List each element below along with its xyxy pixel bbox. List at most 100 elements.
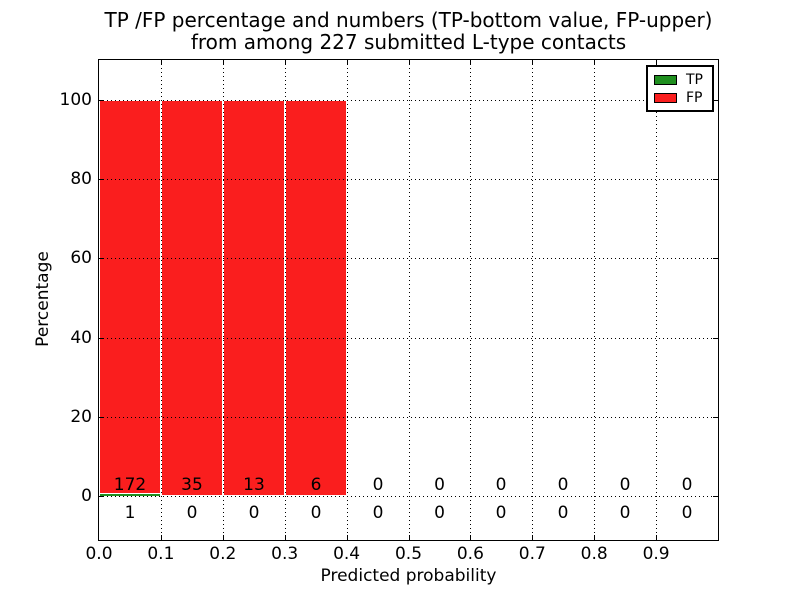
x-tick-label-0.8: 0.8 (580, 544, 608, 564)
fp-count-label: 35 (181, 475, 203, 495)
y-tick-label-0: 0 (81, 486, 92, 507)
fp-count-label: 0 (495, 475, 507, 495)
x-tick-top (532, 60, 533, 65)
fp-count-label: 0 (372, 475, 384, 495)
gridline-y-40 (99, 338, 718, 339)
x-tick-top (285, 60, 286, 65)
y-tick-left (99, 338, 104, 339)
y-tick-right (713, 100, 718, 101)
chart-title-line2: from among 227 submitted L-type contacts (190, 30, 627, 54)
x-tick-bottom (656, 535, 657, 540)
x-tick-bottom (594, 535, 595, 540)
gridline-y-100 (99, 100, 718, 101)
x-tick-label-0.9: 0.9 (642, 544, 670, 564)
y-tick-right (713, 179, 718, 180)
x-tick-top (470, 60, 471, 65)
chart-title: TP /FP percentage and numbers (TP-bottom… (99, 9, 718, 53)
gridline-x-0.3 (285, 60, 286, 540)
tp-count-label: 0 (557, 503, 569, 523)
gridline-y-80 (99, 179, 718, 180)
y-tick-right (713, 338, 718, 339)
legend-item-fp: FP (654, 91, 712, 105)
y-tick-left (99, 258, 104, 259)
x-tick-top (347, 60, 348, 65)
tp-count-label: 0 (434, 503, 445, 523)
x-tick-bottom (532, 535, 533, 540)
x-tick-label-0.6: 0.6 (456, 544, 484, 564)
x-tick-top (656, 60, 657, 65)
bar-fp-segment (223, 100, 285, 496)
y-tick-left (99, 179, 104, 180)
plot-area: 172 1 35 0 13 0 6 0 0 0 0 0 0 0 0 0 0 0 0 0 (98, 59, 719, 541)
legend: TP FP (646, 65, 714, 112)
bar-tp-segment (100, 494, 160, 496)
fp-count-label: 0 (619, 475, 631, 495)
y-tick-right (713, 417, 718, 418)
x-tick-bottom (223, 535, 224, 540)
y-tick-right (713, 258, 718, 259)
y-tick-label-100: 100 (59, 89, 92, 110)
x-tick-bottom (285, 535, 286, 540)
legend-item-tp: TP (654, 73, 712, 87)
y-tick-label-20: 20 (70, 407, 92, 428)
tp-count-label: 0 (248, 503, 260, 523)
gridline-x-0.2 (223, 60, 224, 540)
x-tick-label-0.7: 0.7 (518, 544, 546, 564)
gridline-x-0.8 (594, 60, 595, 540)
tp-count-label: 0 (310, 503, 322, 523)
gridline-x-0.1 (161, 60, 162, 540)
x-tick-label-0.2: 0.2 (209, 544, 237, 564)
y-tick-label-40: 40 (70, 327, 92, 348)
gridline-x-0.9 (656, 60, 657, 540)
tp-count-label: 0 (681, 503, 693, 523)
bar-fp-segment (161, 100, 223, 496)
tp-count-label: 0 (619, 503, 631, 523)
fp-count-label: 172 (113, 475, 147, 495)
bar-fp-segment (99, 100, 161, 494)
tp-count-label: 1 (124, 503, 136, 523)
x-tick-label-0.5: 0.5 (394, 544, 423, 564)
y-tick-left (99, 100, 104, 101)
x-tick-label-0.3: 0.3 (271, 544, 299, 564)
y-tick-left (99, 417, 104, 418)
x-tick-label-0.1: 0.1 (147, 544, 175, 564)
y-axis-label: Percentage (33, 251, 53, 347)
tp-count-label: 0 (495, 503, 507, 523)
y-tick-label-80: 80 (70, 169, 92, 189)
y-tick-right (713, 496, 718, 497)
x-axis-label: Predicted probability (320, 566, 497, 586)
gridline-x-0.7 (532, 60, 533, 540)
y-tick-left (99, 496, 104, 497)
x-tick-bottom (347, 535, 348, 540)
gridline-y-0 (99, 496, 718, 497)
fp-count-label: 6 (310, 475, 322, 495)
gridline-y-20 (99, 417, 718, 418)
fp-count-label: 0 (681, 475, 693, 495)
bar-fp-segment (285, 100, 347, 496)
fp-count-label: 0 (434, 475, 445, 495)
chart-title-line1: TP /FP percentage and numbers (TP-bottom… (104, 8, 713, 32)
legend-label-fp: FP (686, 89, 703, 106)
x-tick-label-0.4: 0.4 (333, 544, 361, 564)
gridline-x-0.5 (409, 60, 410, 540)
x-tick-label-0.0: 0.0 (85, 544, 113, 564)
fp-count-label: 13 (243, 475, 265, 495)
x-tick-bottom (409, 535, 410, 540)
x-tick-bottom (470, 535, 471, 540)
gridline-x-0.6 (470, 60, 471, 540)
x-tick-top (409, 60, 410, 65)
tp-count-label: 0 (186, 503, 198, 523)
x-tick-bottom (161, 535, 162, 540)
gridline-y-60 (99, 258, 718, 259)
legend-swatch-tp-icon (654, 74, 677, 85)
fp-count-label: 0 (557, 475, 569, 495)
gridline-x-0.4 (347, 60, 348, 540)
legend-swatch-fp-icon (654, 92, 677, 103)
x-tick-top (161, 60, 162, 65)
y-tick-label-60: 60 (70, 248, 92, 269)
tp-count-label: 0 (372, 503, 384, 523)
x-tick-top (223, 60, 224, 65)
x-tick-top (594, 60, 595, 65)
legend-label-tp: TP (686, 71, 703, 88)
